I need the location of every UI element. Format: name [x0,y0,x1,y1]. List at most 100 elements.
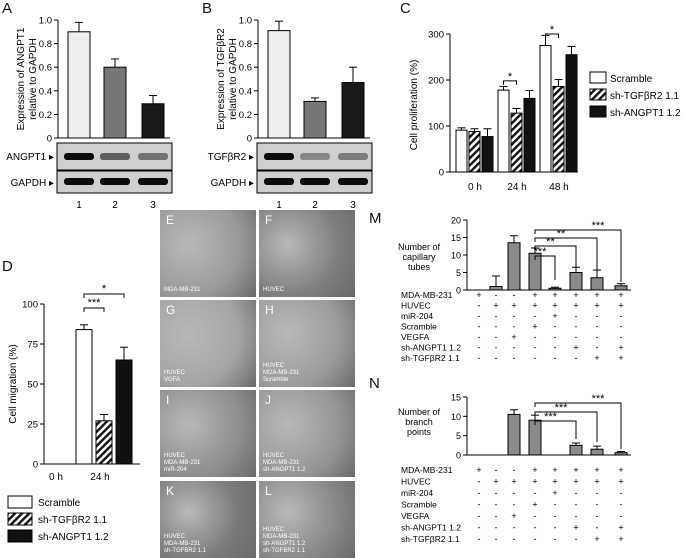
n-table-cell: - [575,488,578,498]
d-y-tick-label: 100 [22,300,38,311]
m-table-cell: + [573,301,578,311]
n-table-cell: - [478,523,481,533]
b-lane-label: 1 [276,200,282,211]
d-legend-label: Scramble [38,498,81,509]
micrograph-letter: F [265,213,273,227]
m-table-cell: - [554,343,557,353]
m-sig-label: ** [546,236,555,248]
m-bar-6 [590,277,604,291]
n-table-cell: - [534,511,537,521]
m-table-cell: - [495,311,498,321]
a-blot-label-bottom: GAPDH ▸ [11,178,54,189]
d-y-tick-label: 25 [27,420,38,431]
n-sig-bracket [534,402,622,449]
c-x-tick-label: 0 h [468,182,482,193]
a-y-tick-label: 0.4 [39,86,52,97]
m-table-cell: + [594,301,599,311]
micrograph-letter: I [166,393,170,407]
a-blot-label-top: ANGPT1 ▸ [6,152,54,163]
n-table-cell: - [513,534,516,544]
a-lane-label: 2 [112,200,118,211]
m-table-cell: + [618,301,623,311]
n-table-row-label: HUVEC [401,477,431,487]
b-blot-band [264,153,294,160]
n-table-row-label: Scramble [401,500,437,510]
c-sig-bracket [503,80,517,85]
m-table-cell: - [513,290,516,300]
m-table-cell: - [495,353,498,363]
b-y-tick-label: 0.2 [239,110,252,121]
n-table-cell: + [618,465,623,475]
micrograph-caption: HUVEC MDA-MB-231 sh-TGFBR2 1.1 [164,534,207,554]
n-sig-bracket [534,420,577,439]
panel-letter-a: A [2,0,13,17]
n-y-tick-label: 0 [456,451,461,461]
n-table-row-label: MDA-MB-231 [401,465,453,475]
n-table-cell: - [620,488,623,498]
n-table-cell: + [594,477,599,487]
micrograph-letter: K [166,484,175,498]
n-table-cell: - [596,511,599,521]
m-table-cell: - [513,311,516,321]
m-y-tick-label: 5 [456,268,461,278]
micrograph-k: K HUVEC MDA-MB-231 sh-TGFBR2 1.1 [160,481,256,558]
b-y-label: Expression of TGFβR2relative to GAPDH [216,28,239,130]
n-table-cell: + [573,477,578,487]
n-table-cell: + [618,477,623,487]
m-table-cell: - [620,322,623,332]
c-bar-0-0 [455,129,468,173]
a-blot-band [100,153,130,160]
m-table-cell: + [594,353,599,363]
d-legend-swatch [7,529,33,543]
n-table-cell: + [594,534,599,544]
n-bar-2 [507,413,521,456]
m-table-row-label: MDA-MB-231 [401,290,453,300]
n-sig-label: *** [544,411,558,423]
n-y-tick-label: 10 [451,412,461,422]
n-table-cell: + [493,477,498,487]
n-y-tick-label: 5 [456,431,461,441]
a-y-tick-label: 1.0 [39,16,52,27]
m-y-tick-label: 15 [451,233,461,243]
n-table-cell: - [478,488,481,498]
c-y-tick-label: 100 [428,122,444,133]
m-table-cell: + [552,311,557,321]
n-table-cell: - [513,488,516,498]
m-table-row-label: VEGFA [401,332,430,342]
n-table-cell: + [511,511,516,521]
d-bar-24h-2 [115,359,133,465]
m-table-row-label: sh-TGFβR2 1.1 [401,353,460,363]
n-table-cell: + [532,500,537,510]
c-bar-2-1 [552,85,565,173]
micrograph-caption: HUVEC MDA-MB-231 Scramble [263,363,300,383]
c-bar-0-1 [468,131,481,173]
n-bar-6 [590,448,604,456]
m-table-cell: + [552,301,557,311]
d-sig-label: *** [88,297,102,309]
n-table-cell: + [573,465,578,475]
m-sig-bracket [534,245,577,268]
m-table-cell: - [513,322,516,332]
m-table-cell: - [495,290,498,300]
n-sig-label: *** [592,393,606,405]
c-y-tick-label: 0 [439,168,444,179]
n-table-cell: - [495,523,498,533]
n-table-cell: - [620,511,623,521]
m-sig-label: ** [557,228,566,240]
panel-letter-n: N [369,375,380,392]
micrograph-caption: MDA-MB-231 [164,287,201,293]
chart-a-angpt1-expression: Expression of ANGPT1relative to GAPDH 0 0.… [6,16,173,211]
n-table-cell: - [495,534,498,544]
m-table-row-label: Scramble [401,322,437,332]
m-sig-label: *** [592,220,606,232]
m-bar-5 [569,272,583,291]
d-sig-bracket [83,293,125,298]
b-blot-band-gapdh [300,178,330,185]
chart-m-capillary-tubes: Number of capillary tubes05101520*********… [398,216,631,363]
m-table-cell: - [534,343,537,353]
m-sig-bracket [534,229,622,282]
n-table-cell: - [554,500,557,510]
m-table-cell: - [478,353,481,363]
n-table-cell: - [534,534,537,544]
m-table-cell: - [513,353,516,363]
